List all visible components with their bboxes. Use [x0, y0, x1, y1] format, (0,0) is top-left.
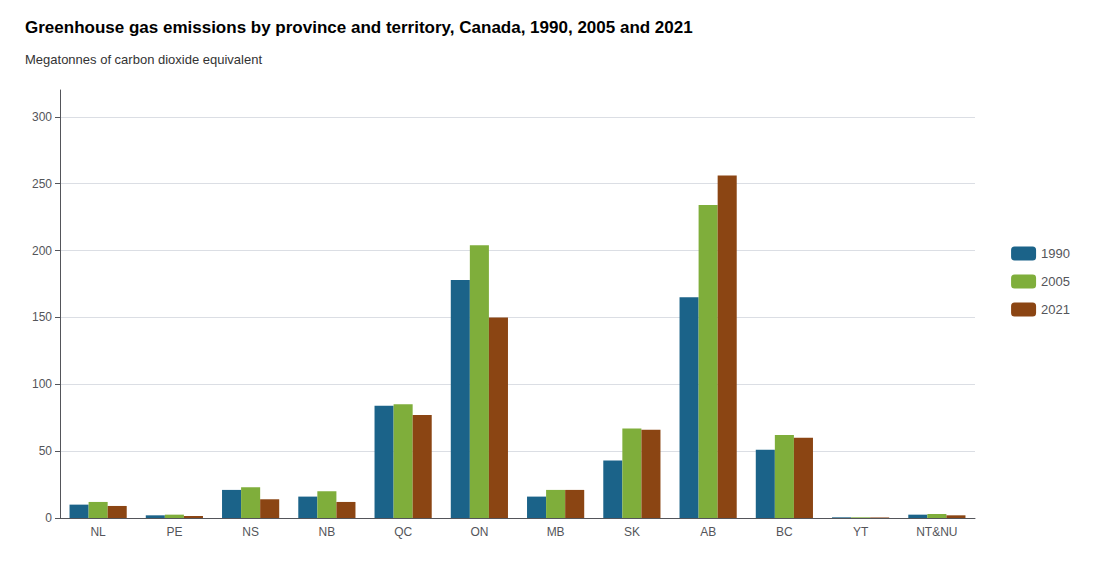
- svg-text:300: 300: [32, 110, 52, 124]
- svg-text:ON: ON: [470, 525, 488, 539]
- svg-text:NL: NL: [90, 525, 106, 539]
- svg-text:2005: 2005: [1041, 274, 1070, 289]
- svg-text:MB: MB: [547, 525, 565, 539]
- svg-text:100: 100: [32, 377, 52, 391]
- svg-text:NS: NS: [242, 525, 259, 539]
- svg-text:Megatonnes of carbon dioxide e: Megatonnes of carbon dioxide equivalent: [25, 52, 262, 67]
- svg-text:150: 150: [32, 310, 52, 324]
- svg-text:BC: BC: [776, 525, 793, 539]
- svg-text:NT&NU: NT&NU: [916, 525, 957, 539]
- svg-text:YT: YT: [853, 525, 869, 539]
- svg-text:QC: QC: [394, 525, 412, 539]
- svg-text:Greenhouse gas emissions by pr: Greenhouse gas emissions by province and…: [25, 18, 693, 37]
- svg-text:SK: SK: [624, 525, 640, 539]
- svg-text:PE: PE: [166, 525, 182, 539]
- svg-text:50: 50: [39, 444, 53, 458]
- svg-text:NB: NB: [319, 525, 336, 539]
- svg-text:AB: AB: [700, 525, 716, 539]
- svg-text:250: 250: [32, 177, 52, 191]
- svg-text:1990: 1990: [1041, 246, 1070, 261]
- svg-text:2021: 2021: [1041, 302, 1070, 317]
- svg-text:0: 0: [45, 511, 52, 525]
- svg-text:200: 200: [32, 244, 52, 258]
